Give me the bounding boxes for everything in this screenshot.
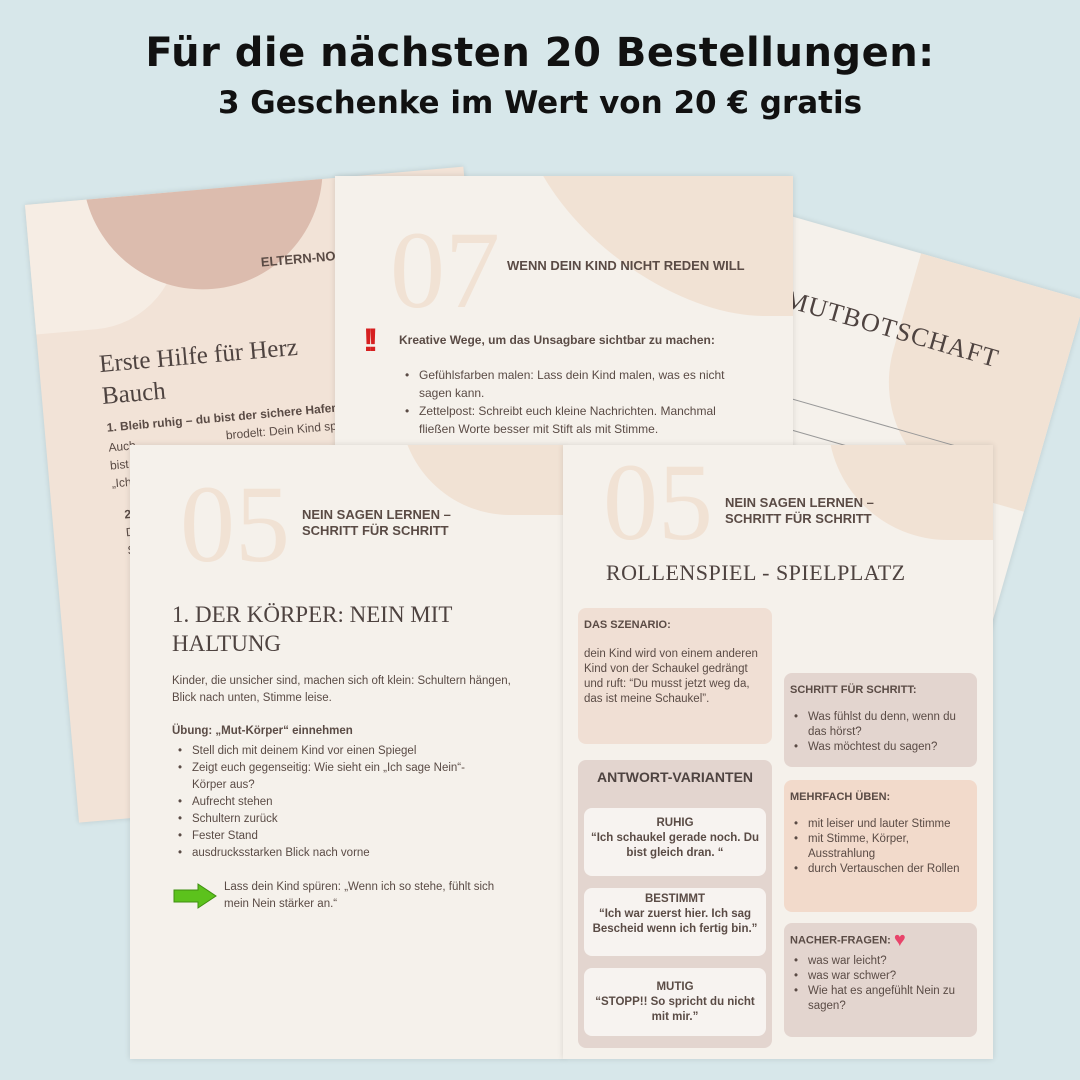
intro-text: Kinder, die unsicher sind, machen sich o… xyxy=(172,675,511,704)
box-title: ANTWORT-VARIANTEN xyxy=(596,769,754,785)
lead-text: Kreative Wege, um das Unsagbare sichtbar… xyxy=(399,333,715,347)
page-number: 07 xyxy=(390,209,500,331)
page-title: ROLLENSPIEL - SPIELPLATZ xyxy=(606,560,906,585)
heart-icon: ♥ xyxy=(893,929,906,951)
page-title: 1. DER KÖRPER: NEIN MIT HALTUNG xyxy=(172,602,453,656)
subheadline: 3 Geschenke im Wert von 20 € gratis xyxy=(217,85,863,121)
answer-quote: “STOPP!! So spricht du nicht mit mir.” xyxy=(595,996,755,1023)
list-item: Schultern zurück xyxy=(174,811,494,828)
answer-card: RUHIG “Ich schaukel gerade noch. Du bist … xyxy=(584,808,766,876)
page-07: 07 WENN DEIN KIND NICHT REDEN WILL !! Kr… xyxy=(335,176,793,456)
list-item: Was fühlst du denn, wenn du das hörst? xyxy=(790,710,971,740)
answer-label: MUTIG xyxy=(656,981,694,993)
page-header: NEIN SAGEN LERNEN – SCHRITT FÜR SCHRITT xyxy=(302,507,451,538)
page-title: WENN DEIN KIND NICHT REDEN WILL xyxy=(507,258,745,273)
list-item: Was möchtest du sagen? xyxy=(790,740,971,755)
arrow-right-icon xyxy=(173,883,217,909)
box-title: DAS SZENARIO: xyxy=(584,619,671,631)
page-05-body: 05 NEIN SAGEN LERNEN – SCHRITT FÜR SCHRI… xyxy=(130,445,565,1059)
decor-shape xyxy=(400,445,565,515)
practice-box: MEHRFACH ÜBEN: mit leiser und lauter Sti… xyxy=(784,780,977,912)
box-title: SCHRITT FÜR SCHRITT: xyxy=(790,684,917,696)
steps-box: SCHRITT FÜR SCHRITT: Was fühlst du denn,… xyxy=(784,673,977,767)
page-number: 05 xyxy=(603,445,713,563)
answer-card: MUTIG “STOPP!! So spricht du nicht mit mi… xyxy=(584,968,766,1036)
answers-box: ANTWORT-VARIANTEN RUHIG “Ich schaukel ger… xyxy=(578,760,772,1048)
list-item: was war schwer? xyxy=(790,969,971,984)
box-text: dein Kind wird von einem anderen Kind vo… xyxy=(584,648,758,705)
page-05-rollenspiel: 05 NEIN SAGEN LERNEN – SCHRITT FÜR SCHRI… xyxy=(563,445,993,1059)
answer-card: BESTIMMT “Ich war zuerst hier. Ich sag Be… xyxy=(584,888,766,956)
double-exclamation-icon: !! xyxy=(363,322,379,358)
list-item: Stell dich mit deinem Kind vor einen Spi… xyxy=(174,743,494,760)
box-title: NACHER-FRAGEN: xyxy=(790,934,891,947)
list-item: mit Stimme, Körper, Ausstrahlung xyxy=(790,832,971,862)
page-title: Erste Hilfe für Herz xyxy=(98,333,299,379)
followup-box: NACHER-FRAGEN: ♥ was war leicht?was war … xyxy=(784,923,977,1037)
box-title: MEHRFACH ÜBEN: xyxy=(790,791,891,803)
exercise-heading: Übung: „Mut-Körper“ einnehmen xyxy=(172,725,353,737)
page-header: NEIN SAGEN LERNEN – SCHRITT FÜR SCHRITT xyxy=(725,495,874,526)
answer-quote: “Ich schaukel gerade noch. Du bist gleic… xyxy=(590,832,760,859)
headline: Für die nächsten 20 Bestellungen: xyxy=(145,30,935,76)
list-item: Wie hat es angefühlt Nein zu sagen? xyxy=(790,984,971,1014)
list-item: mit leiser und lauter Stimme xyxy=(790,817,971,832)
scenario-box: DAS SZENARIO: dein Kind wird von einem a… xyxy=(578,608,772,744)
page-title-line2: Bauch xyxy=(100,377,167,410)
answer-quote: “Ich war zuerst hier. Ich sag Bescheid w… xyxy=(592,908,758,935)
answer-label: RUHIG xyxy=(656,817,694,829)
list-item: Zettelpost: Schreibt euch kleine Nachric… xyxy=(401,402,731,438)
page-number: 05 xyxy=(180,463,290,585)
list-item: Aufrecht stehen xyxy=(174,794,494,811)
decor-shape xyxy=(525,176,793,316)
list-item: was war leicht? xyxy=(790,954,971,969)
answer-label: BESTIMMT xyxy=(644,893,706,905)
list-item: ausdrucksstarken Blick nach vorne xyxy=(174,845,494,862)
list-item: durch Vertauschen der Rollen xyxy=(790,862,971,877)
list-item: Fester Stand xyxy=(174,828,494,845)
tip-text: Lass dein Kind spüren: „Wenn ich so steh… xyxy=(224,881,495,910)
list-item: Gefühlsfarben malen: Lass dein Kind male… xyxy=(401,366,731,402)
list-item: Zeigt euch gegenseitig: Wie sieht ein „I… xyxy=(174,760,494,794)
